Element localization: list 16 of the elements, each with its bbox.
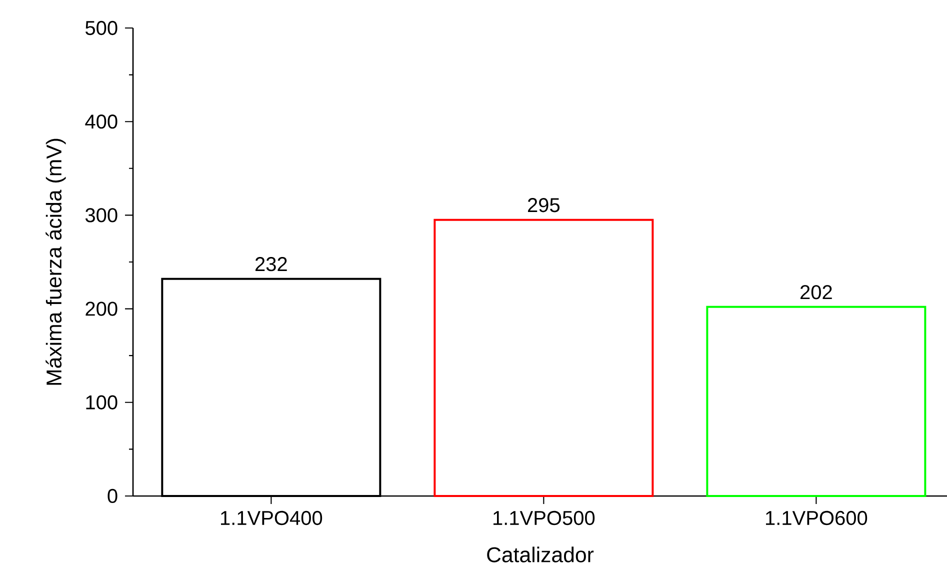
bar bbox=[706, 306, 926, 497]
data-label: 295 bbox=[528, 198, 560, 212]
y-axis-title: Máxima fuerza ácida (mV) bbox=[46, 138, 66, 385]
x-tick-label: 1.1VPO600 bbox=[766, 510, 868, 526]
data-label: 202 bbox=[800, 285, 832, 300]
y-tick-label: 0 bbox=[108, 488, 118, 504]
y-tick-label: 300 bbox=[85, 208, 118, 222]
y-tick-label: 400 bbox=[85, 114, 118, 129]
x-tick-label: 1.1VPO400 bbox=[220, 510, 322, 526]
bar bbox=[434, 218, 654, 497]
y-tick-label: 200 bbox=[86, 302, 118, 316]
x-axis-title: Catalizador bbox=[487, 546, 594, 562]
data-label: 232 bbox=[255, 257, 287, 272]
y-tick-label: 100 bbox=[86, 395, 118, 410]
y-tick-label: 500 bbox=[86, 20, 118, 36]
x-tick-label: 1.1VPO500 bbox=[494, 510, 595, 526]
